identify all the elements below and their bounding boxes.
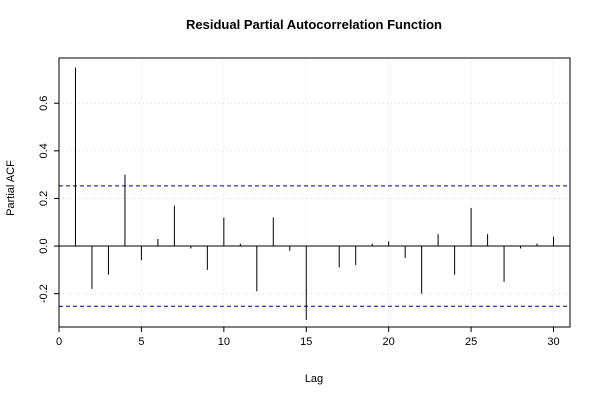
y-tick-label: 0.2 — [38, 191, 50, 206]
y-tick-label: 0.6 — [38, 96, 50, 111]
x-tick-label: 0 — [56, 336, 62, 348]
y-axis-label: Partial ACF — [5, 160, 17, 216]
y-tick-label: 0.0 — [38, 238, 50, 253]
x-tick-label: 10 — [218, 336, 230, 348]
y-tick-label: -0.2 — [38, 284, 50, 303]
y-tick-label: 0.4 — [38, 143, 50, 158]
pacf-bars — [58, 67, 555, 320]
x-tick-label: 5 — [138, 336, 144, 348]
x-axis: 0 5 10 15 20 25 30 — [56, 327, 560, 348]
chart-title: Residual Partial Autocorrelation Functio… — [186, 17, 442, 32]
x-tick-label: 15 — [300, 336, 312, 348]
x-tick-label: 25 — [465, 336, 477, 348]
x-tick-label: 30 — [547, 336, 559, 348]
x-axis-label: Lag — [305, 373, 323, 385]
grid — [58, 58, 570, 327]
x-tick-label: 20 — [383, 336, 395, 348]
plot-area — [58, 57, 571, 328]
y-axis: -0.2 0.0 0.2 0.4 0.6 — [38, 96, 59, 303]
